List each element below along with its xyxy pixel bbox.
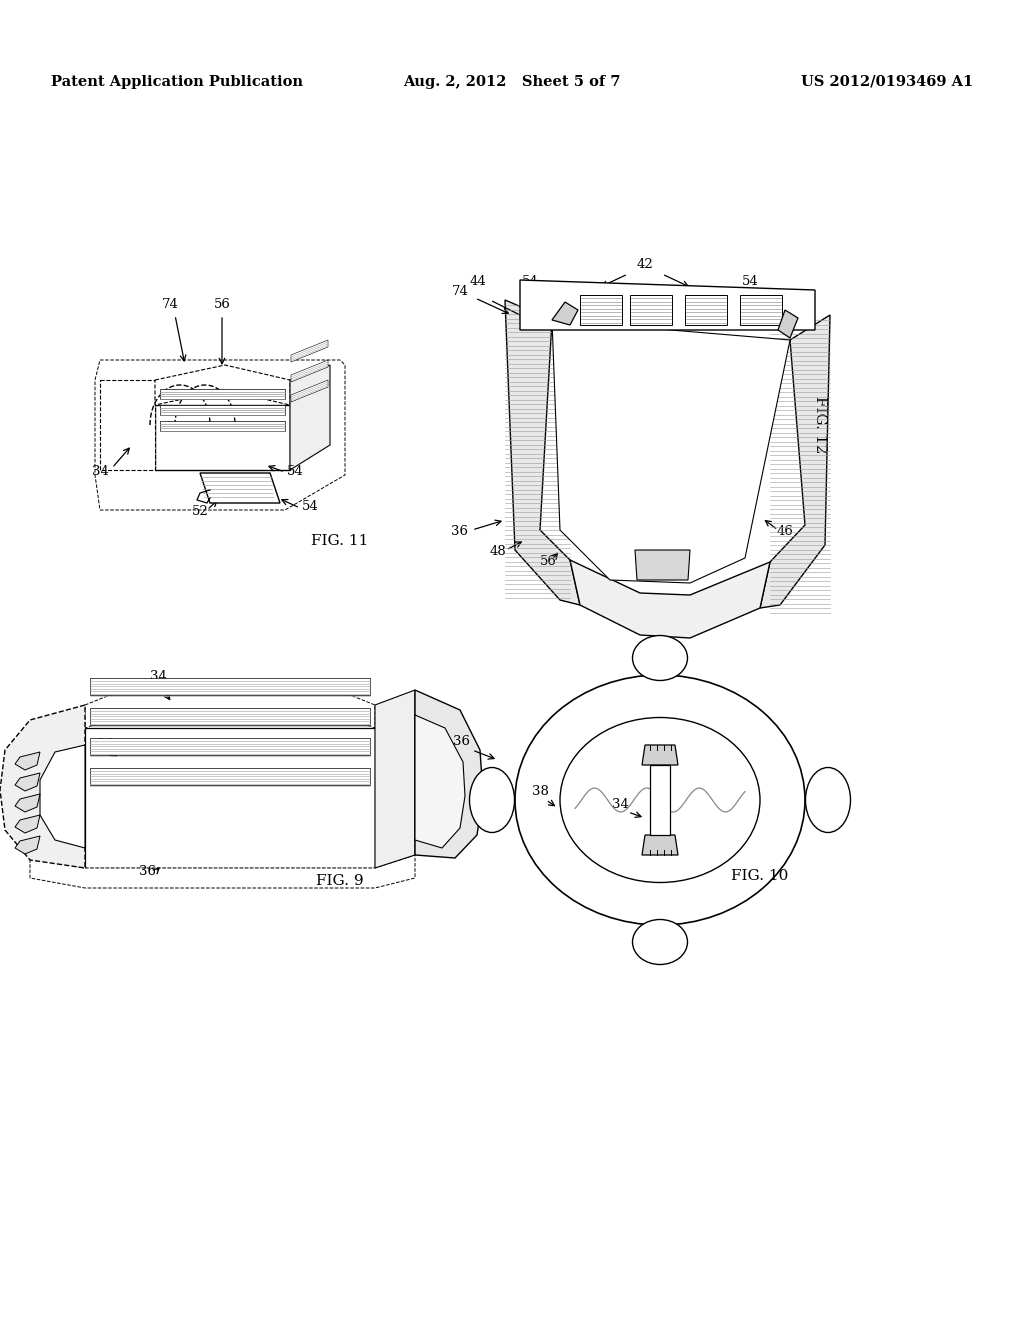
Polygon shape [291, 380, 328, 403]
Polygon shape [505, 300, 580, 605]
Text: 56: 56 [214, 298, 230, 312]
Polygon shape [90, 708, 370, 725]
Text: Patent Application Publication: Patent Application Publication [51, 75, 303, 88]
Ellipse shape [806, 767, 851, 833]
Text: 34: 34 [150, 671, 167, 682]
Polygon shape [778, 310, 798, 338]
Polygon shape [520, 280, 815, 330]
Text: 36: 36 [454, 735, 470, 748]
Polygon shape [30, 855, 415, 888]
Polygon shape [160, 389, 285, 399]
Polygon shape [580, 294, 622, 325]
Polygon shape [15, 795, 40, 812]
Polygon shape [85, 729, 375, 869]
Text: 38: 38 [531, 785, 549, 799]
Text: 54: 54 [302, 500, 318, 513]
Text: 44: 44 [470, 275, 486, 288]
Polygon shape [630, 294, 672, 325]
Polygon shape [415, 690, 483, 858]
Polygon shape [40, 744, 85, 847]
Polygon shape [375, 690, 415, 869]
Polygon shape [642, 744, 678, 766]
Polygon shape [760, 315, 830, 609]
Polygon shape [570, 560, 770, 638]
Polygon shape [635, 550, 690, 579]
Ellipse shape [633, 920, 687, 965]
Text: 34: 34 [611, 799, 629, 810]
Polygon shape [650, 766, 670, 836]
Polygon shape [90, 678, 370, 696]
Text: 36: 36 [139, 865, 157, 878]
Polygon shape [291, 360, 328, 381]
Text: FIG. 10: FIG. 10 [731, 869, 788, 883]
Ellipse shape [633, 635, 687, 681]
Polygon shape [291, 341, 328, 362]
Text: 74: 74 [452, 285, 468, 298]
Ellipse shape [515, 675, 805, 925]
Polygon shape [15, 836, 40, 854]
Polygon shape [160, 405, 285, 414]
Ellipse shape [560, 718, 760, 883]
Polygon shape [200, 473, 280, 503]
Text: 54: 54 [741, 275, 759, 288]
Polygon shape [15, 774, 40, 791]
Polygon shape [90, 768, 370, 785]
Text: 48: 48 [489, 545, 507, 558]
Text: 52: 52 [191, 506, 208, 517]
Text: 56: 56 [540, 554, 556, 568]
Text: 36: 36 [452, 525, 469, 539]
Text: 56: 56 [670, 554, 686, 568]
Text: 42: 42 [637, 257, 653, 271]
Text: FIG. 12: FIG. 12 [813, 396, 827, 453]
Polygon shape [685, 294, 727, 325]
Text: Aug. 2, 2012   Sheet 5 of 7: Aug. 2, 2012 Sheet 5 of 7 [403, 75, 621, 88]
Polygon shape [0, 705, 85, 869]
Text: FIG. 11: FIG. 11 [311, 535, 369, 548]
Text: 74: 74 [162, 298, 178, 312]
Polygon shape [90, 738, 370, 755]
Polygon shape [155, 405, 290, 470]
Text: US 2012/0193469 A1: US 2012/0193469 A1 [801, 75, 973, 88]
Text: 50: 50 [670, 308, 686, 321]
Text: 34: 34 [91, 465, 109, 478]
Text: 54: 54 [521, 275, 539, 288]
Ellipse shape [469, 767, 514, 833]
Text: 46: 46 [776, 525, 794, 539]
Text: FIG. 9: FIG. 9 [316, 874, 364, 888]
Polygon shape [100, 380, 155, 470]
Polygon shape [740, 294, 782, 325]
Polygon shape [552, 319, 790, 583]
Polygon shape [552, 302, 578, 325]
Polygon shape [155, 366, 290, 405]
Text: 54: 54 [287, 465, 303, 478]
Text: 38: 38 [96, 738, 114, 751]
Polygon shape [642, 836, 678, 855]
Polygon shape [15, 752, 40, 770]
Polygon shape [15, 814, 40, 833]
Polygon shape [290, 366, 330, 470]
Polygon shape [160, 421, 285, 432]
Polygon shape [85, 685, 375, 729]
Polygon shape [415, 715, 465, 847]
